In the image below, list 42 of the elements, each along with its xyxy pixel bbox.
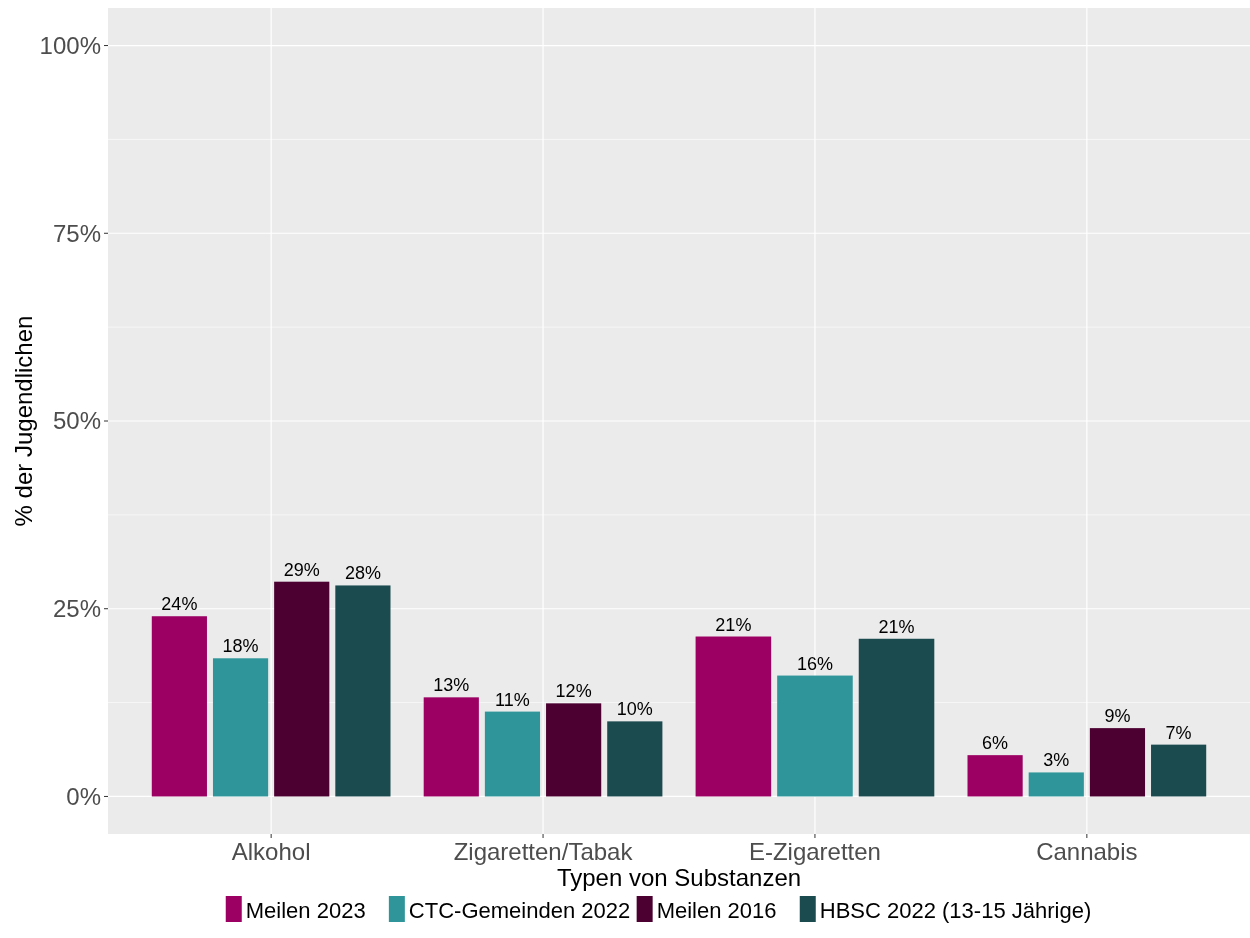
bar <box>607 721 663 797</box>
legend-label: HBSC 2022 (13-15 Jährige) <box>819 898 1092 923</box>
y-tick-label: 50% <box>52 407 101 435</box>
data-label: 24% <box>161 594 198 615</box>
bar <box>967 755 1023 797</box>
legend-label: Meilen 2023 <box>245 898 366 923</box>
bar <box>1151 744 1207 797</box>
legend-label: CTC-Gemeinden 2022 <box>408 898 631 923</box>
data-label: 10% <box>616 699 653 720</box>
y-tick-label: 100% <box>39 31 101 59</box>
data-label: 6% <box>982 733 1009 754</box>
bar <box>212 658 269 797</box>
bar <box>484 711 541 797</box>
data-label: 12% <box>555 681 592 702</box>
bar <box>1028 772 1084 797</box>
bar <box>423 697 479 797</box>
y-tick-label: 0% <box>66 782 101 810</box>
data-label: 21% <box>715 614 752 635</box>
bar <box>546 703 602 797</box>
bar <box>274 581 330 797</box>
x-axis-title: Typen von Substanzen <box>556 864 802 891</box>
x-tick-label: Cannabis <box>1036 838 1138 865</box>
data-label: 29% <box>283 559 320 580</box>
y-tick-label: 25% <box>52 595 101 623</box>
x-tick-label: Alkohol <box>231 838 311 865</box>
data-label: 9% <box>1104 706 1131 727</box>
data-label: 21% <box>878 616 915 637</box>
y-tick-label: 75% <box>52 219 101 247</box>
data-label: 18% <box>222 636 259 657</box>
y-axis-title: % der Jugendlichen <box>10 315 37 527</box>
data-label: 3% <box>1043 750 1070 771</box>
bar <box>335 585 391 797</box>
bar <box>151 616 207 797</box>
data-label: 28% <box>344 563 381 584</box>
data-label: 11% <box>495 689 530 710</box>
data-label: 7% <box>1165 722 1192 743</box>
x-tick-label: E-Zigaretten <box>748 838 881 865</box>
data-label: 16% <box>796 653 833 674</box>
bar <box>1089 728 1146 797</box>
x-tick-label: Zigaretten/Tabak <box>453 838 634 865</box>
data-label: 13% <box>433 675 470 696</box>
legend-label: Meilen 2016 <box>656 898 777 923</box>
